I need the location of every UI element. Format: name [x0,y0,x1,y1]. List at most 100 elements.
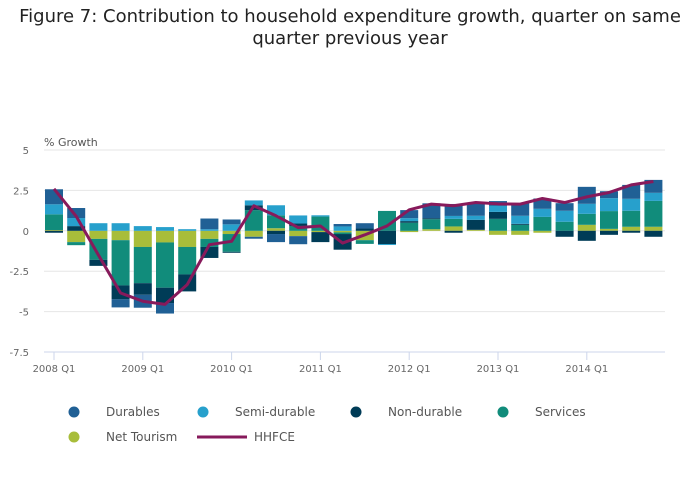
bar-non-durable [45,230,63,233]
bar-services [378,210,396,231]
bar-semi-durable [644,192,663,201]
bar-non-durable [67,226,86,231]
bar-net-tourism [311,230,330,233]
bar-net-tourism [466,229,485,231]
bar-durables [244,236,263,239]
bar-net-tourism [644,226,663,231]
bar-durables [222,219,241,225]
bar-services [45,214,63,230]
bar-semi-durable [200,229,219,231]
legend-label: Semi-durable [235,405,315,419]
bar-services [355,240,374,244]
bar-non-durable [489,211,507,219]
bar-services [577,213,596,225]
bar-non-durable [400,221,419,223]
legend-label: Durables [106,405,160,419]
bar-semi-durable [244,200,263,206]
legend: Durables Semi-durable Non-durable Services N… [68,405,586,444]
bar-services [644,200,663,227]
bar-non-durable [444,230,463,233]
bar-non-durable [466,219,485,230]
x-tick-label: 2010 Q1 [210,364,253,375]
bar-semi-durable [466,215,485,220]
bar-semi-durable [267,205,285,216]
bar-net-tourism [133,230,152,247]
bar-net-tourism [67,230,86,243]
bar-semi-durable [89,223,108,231]
bar-non-durable [133,283,152,295]
bar-semi-durable [133,226,152,231]
bar-durables [600,191,618,199]
bar-semi-durable [378,244,396,246]
y-tick-label: 5 [23,146,29,157]
bar-non-durable [511,223,530,225]
bar-semi-durable [45,204,63,215]
bar-services [600,211,618,229]
line-hhfce [52,180,654,306]
bar-semi-durable [400,218,419,222]
bar-semi-durable [489,205,507,212]
bar-semi-durable [156,227,174,231]
bar-net-tourism [267,228,285,231]
bar-durables [333,224,352,227]
legend-marker-durables [68,406,80,418]
bar-non-durable [267,230,285,235]
bar-services [89,238,108,260]
legend-marker-services [497,406,509,418]
bar-services [422,219,441,230]
y-axis-label: % Growth [44,136,98,149]
legend-marker-non-durable [350,406,362,418]
bar-net-tourism [45,229,63,231]
bar-net-tourism [244,230,263,237]
bar-services [311,216,330,231]
bar-services [133,246,152,284]
bar-net-tourism [444,226,463,231]
bar-durables [577,186,596,204]
bar-services [333,232,352,235]
bar-net-tourism [178,230,197,247]
bar-durables [111,299,130,308]
legend-marker-net-tourism [68,431,80,443]
bar-net-tourism [333,230,352,233]
bar-net-tourism [289,230,308,237]
bar-net-tourism [577,224,596,231]
x-tick-label: 2011 Q1 [299,364,342,375]
bar-net-tourism [511,230,530,235]
bar-durables [422,203,441,219]
bar-net-tourism [400,230,419,233]
bar-semi-durable [577,203,596,214]
hhfce-line [52,180,654,306]
y-tick-label: 2.5 [13,186,29,197]
bar-services [444,218,463,227]
bar-services [200,238,219,247]
legend-label: HHFCE [254,430,295,444]
bar-non-durable [555,230,574,237]
y-tick-label: 0 [23,227,29,238]
x-tick-label: 2013 Q1 [477,364,520,375]
bar-semi-durable [289,215,308,224]
bar-services [400,222,419,231]
bar-net-tourism [422,229,441,231]
bar-semi-durable [333,226,352,231]
x-tick-label: 2012 Q1 [388,364,431,375]
bar-durables [444,203,463,216]
bar-semi-durable [511,215,530,224]
legend-label: Net Tourism [106,430,177,444]
legend-label: Non-durable [388,405,462,419]
bar-durables [533,198,552,209]
bar-durables [466,203,485,216]
bar-non-durable [289,223,308,226]
bar-durables [156,303,174,314]
bar-non-durable [600,230,618,235]
bar-durables [511,203,530,216]
bar-semi-durable [533,208,552,217]
bar-durables [355,223,374,229]
bar-semi-durable [555,210,574,222]
bar-net-tourism [489,230,507,235]
bar-semi-durable [311,215,330,217]
bar-semi-durable [178,229,197,231]
bar-services [533,216,552,231]
bar-durables [200,218,219,230]
bar-semi-durable [111,223,130,231]
bar-semi-durable [444,215,463,219]
